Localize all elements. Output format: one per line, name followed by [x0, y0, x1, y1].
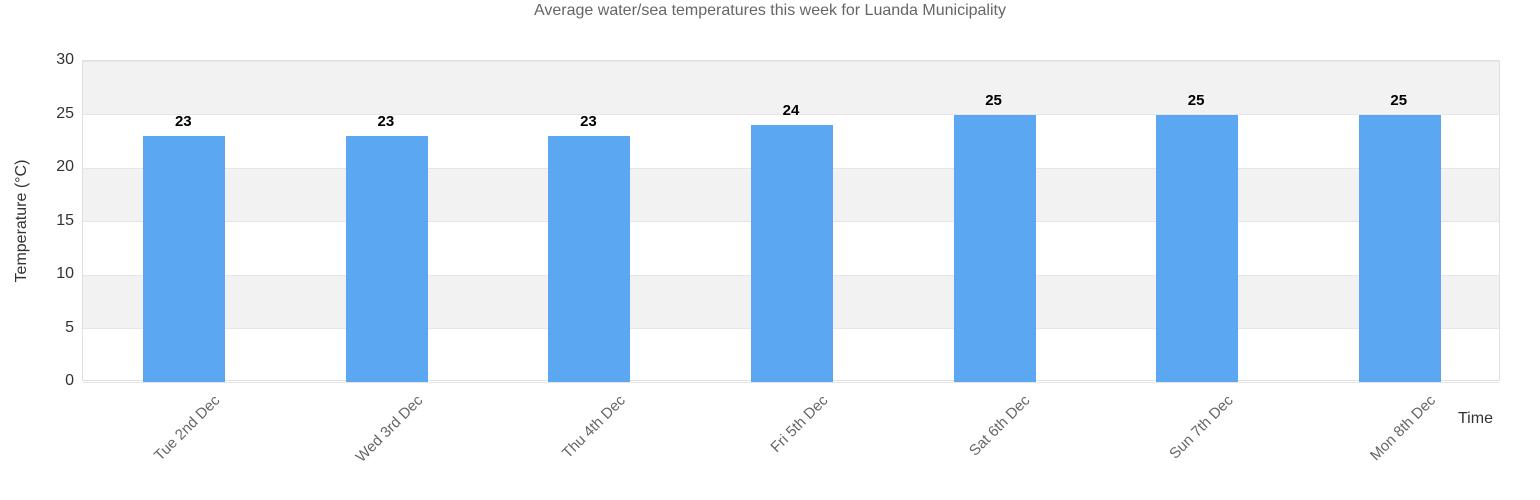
bar-value-label: 23: [174, 112, 192, 130]
chart-title: Average water/sea temperatures this week…: [534, 2, 1006, 19]
y-tick-label: 5: [65, 318, 74, 336]
bar-mon-8th-dec[interactable]: [1358, 114, 1441, 382]
bar-wed-3rd-dec[interactable]: [345, 135, 428, 382]
x-tick-label: Thu 4th Dec: [558, 392, 629, 462]
x-tick-label: Mon 8th Dec: [1366, 392, 1439, 465]
x-axis-title: Time: [1458, 410, 1493, 427]
y-tick-label: 25: [56, 104, 74, 122]
gridline: [83, 60, 1499, 62]
bar-value-label: 23: [580, 112, 597, 130]
bar-sun-7th-dec[interactable]: [1156, 114, 1239, 382]
x-tick-label: Sat 6th Dec: [966, 392, 1034, 460]
bar-value-label: 24: [782, 102, 800, 120]
x-tick-label: Fri 5th Dec: [767, 392, 832, 456]
y-tick-label: 10: [56, 265, 74, 282]
y-tick-label: 20: [56, 158, 74, 175]
x-tick-label: Sun 7th Dec: [1165, 392, 1237, 463]
y-tick-label: 0: [65, 372, 74, 389]
bar-value-label: 25: [985, 91, 1002, 109]
bar-value-label: 23: [377, 112, 395, 130]
bar-value-label: 25: [1187, 91, 1205, 109]
bar-tue-2nd-dec[interactable]: [143, 135, 226, 382]
plot-area: [82, 60, 1500, 383]
y-tick-label: 15: [56, 211, 74, 229]
gridline: [83, 381, 1499, 383]
gridline: [83, 114, 1499, 115]
bar-fri-5th-dec[interactable]: [751, 125, 833, 382]
bar-value-label: 25: [1390, 91, 1408, 109]
bar-sat-6th-dec[interactable]: [953, 114, 1036, 382]
bar-thu-4th-dec[interactable]: [548, 135, 631, 382]
y-tick-label: 30: [56, 51, 74, 68]
x-tick-label: Wed 3rd Dec: [352, 392, 426, 466]
x-tick-label: Tue 2nd Dec: [150, 392, 224, 465]
